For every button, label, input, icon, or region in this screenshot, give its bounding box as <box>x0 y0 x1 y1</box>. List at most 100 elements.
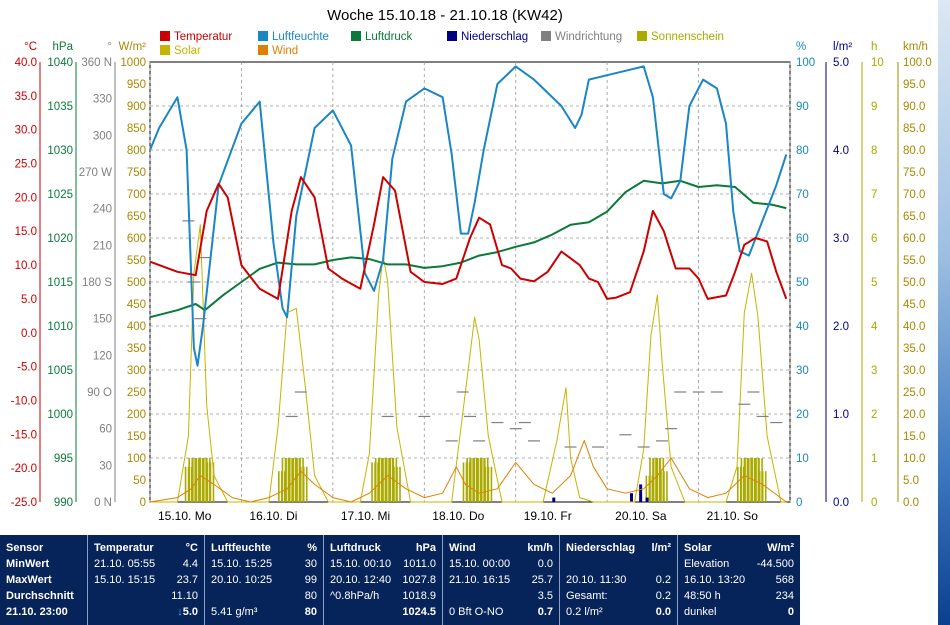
plot-area <box>149 65 788 503</box>
direction-axis-tick: 210 <box>93 240 112 252</box>
wind-direction-mark <box>692 391 705 393</box>
stats-panel: Sensor MinWert MaxWert Durchschnitt 21.1… <box>0 535 800 625</box>
temperature-line <box>149 176 788 300</box>
press-trend: ^0.8hPa/h <box>330 590 380 602</box>
humidity-axis-tick: 20 <box>796 409 809 421</box>
sunshine-bar <box>656 458 659 502</box>
pressure-axis-tick: 1010 <box>47 321 73 333</box>
wind-direction-mark <box>592 446 604 448</box>
hum-min: 30 <box>304 558 317 570</box>
direction-axis-tick: 240 <box>93 204 112 216</box>
temp-axis-tick: -10.0 <box>11 395 37 407</box>
direction-axis-tick: 180 S <box>82 277 112 289</box>
solar-axis-tick: 300 <box>127 365 146 377</box>
solar-state: dunkel <box>684 606 717 618</box>
x-tick-label: 20.10. Sa <box>615 509 667 523</box>
sunshine-bar <box>371 462 373 502</box>
rain-unit: l/m² <box>651 542 671 554</box>
hum-abs: 5.41 g/m³ <box>211 606 258 618</box>
legend-label: Windrichtung <box>555 31 622 43</box>
sunshine-bar <box>188 458 190 502</box>
legend-label: Solar <box>174 45 201 57</box>
solar-axis-tick: 350 <box>127 343 146 355</box>
axes: 15.10. Mo 16.10. Di 17.10. Mi 18.10. Do 19.1… <box>11 41 932 523</box>
humidity-axis-tick: 50 <box>796 277 809 289</box>
x-tick-label: 18.10. Do <box>432 509 484 523</box>
wind-axis-tick: 85.0 <box>903 123 925 135</box>
sunshine-bar <box>374 458 377 502</box>
wind-axis-tick: 100.0 <box>903 57 932 69</box>
col-sensor: Sensor MinWert MaxWert Durchschnitt 21.1… <box>0 535 86 625</box>
wind-axis-tick: 20.0 <box>903 409 925 421</box>
solar-axis-tick: 950 <box>127 79 146 91</box>
rain-total-label: Gesamt: <box>566 590 608 602</box>
col-solar: Solar W/m² Elevation -44.500 16.10. 13:20 5… <box>677 535 800 625</box>
x-tick-label: 19.10. Fr <box>524 509 572 523</box>
wind-axis-tick: 30.0 <box>903 365 925 377</box>
sunshine-bar <box>747 458 750 502</box>
temp-axis-tick: 40.0 <box>15 57 37 69</box>
solar-axis-tick: 850 <box>127 123 146 135</box>
sunshine-bar <box>473 458 476 502</box>
direction-axis-tick: 120 <box>93 350 112 362</box>
sunshine-bar <box>281 458 284 502</box>
hum-min-time: 15.10. 15:25 <box>211 558 273 570</box>
solar-header: Solar <box>684 542 712 554</box>
wind-header: Wind <box>449 542 476 554</box>
solar-axis-tick: 900 <box>127 101 146 113</box>
temp-max: 23.7 <box>176 574 198 586</box>
sunshine-bar <box>490 466 493 502</box>
sunshine-axis-tick: 7 <box>871 189 877 201</box>
hum-avg: 80 <box>304 590 317 602</box>
wind-line <box>149 439 787 503</box>
x-tick-label: 15.10. Mo <box>158 509 212 523</box>
wind-direction-mark <box>509 428 522 430</box>
press-max: 1027.8 <box>402 574 436 586</box>
sunshine-bar <box>206 462 209 502</box>
wind-direction-mark <box>637 446 650 448</box>
sunshine-axis-tick: 5 <box>871 277 877 289</box>
legend-swatch <box>160 31 170 41</box>
rain-axis-tick: 2.0 <box>833 321 849 333</box>
wind-direction-mark <box>381 415 394 418</box>
solar-max: 568 <box>775 574 794 586</box>
sunshine-bar <box>660 471 662 502</box>
direction-axis-tick: 0 N <box>94 497 112 509</box>
sunshine-bar <box>199 458 201 502</box>
sunshine-bar <box>666 471 668 502</box>
temp-avg: 11.10 <box>171 590 198 602</box>
legend-label: Sonnenschein <box>651 31 724 43</box>
temp-axis-tick: 30.0 <box>15 125 37 137</box>
solar-max-time: 16.10. 13:20 <box>684 574 746 586</box>
wind-axis-unit: km/h <box>903 41 928 53</box>
sunshine-bar <box>296 458 298 502</box>
rain-current: 0.0 <box>655 606 671 618</box>
pressure-axis-tick: 990 <box>54 497 73 509</box>
wind-direction-mark <box>294 391 307 393</box>
wind-min: 0.0 <box>537 558 553 570</box>
solar-axis-tick: 250 <box>127 387 146 399</box>
pressure-axis-tick: 1035 <box>47 101 73 113</box>
wind-direction-mark <box>194 318 207 320</box>
sunshine-bar <box>278 471 280 502</box>
legend-swatch <box>351 31 361 41</box>
sunshine-bar <box>487 466 490 502</box>
x-tick-label: 17.10. Mi <box>341 509 390 523</box>
solar-axis-tick: 600 <box>127 233 146 245</box>
wind-direction-mark <box>445 440 458 442</box>
sunshine-bar <box>645 475 648 502</box>
wind-axis-tick: 60.0 <box>903 233 925 245</box>
col-wind: Wind km/h 15.10. 00:00 0.0 21.10. 16:15 25.… <box>442 535 559 625</box>
rain-total: 0.2 <box>655 590 671 602</box>
pressure-axis-unit: hPa <box>53 41 74 53</box>
press-min: 1011.0 <box>403 558 436 570</box>
pressure-axis-tick: 995 <box>54 453 73 465</box>
rain-axis-tick: 3.0 <box>833 233 849 245</box>
rain-axis-tick: 0.0 <box>833 497 849 509</box>
solar-axis-tick: 400 <box>127 321 146 333</box>
wind-direction-mark <box>473 440 486 442</box>
legend-swatch <box>541 31 551 41</box>
wind-current: 0.7 <box>537 606 553 618</box>
wind-direction-mark <box>528 440 540 442</box>
solar-unit: W/m² <box>767 542 794 554</box>
